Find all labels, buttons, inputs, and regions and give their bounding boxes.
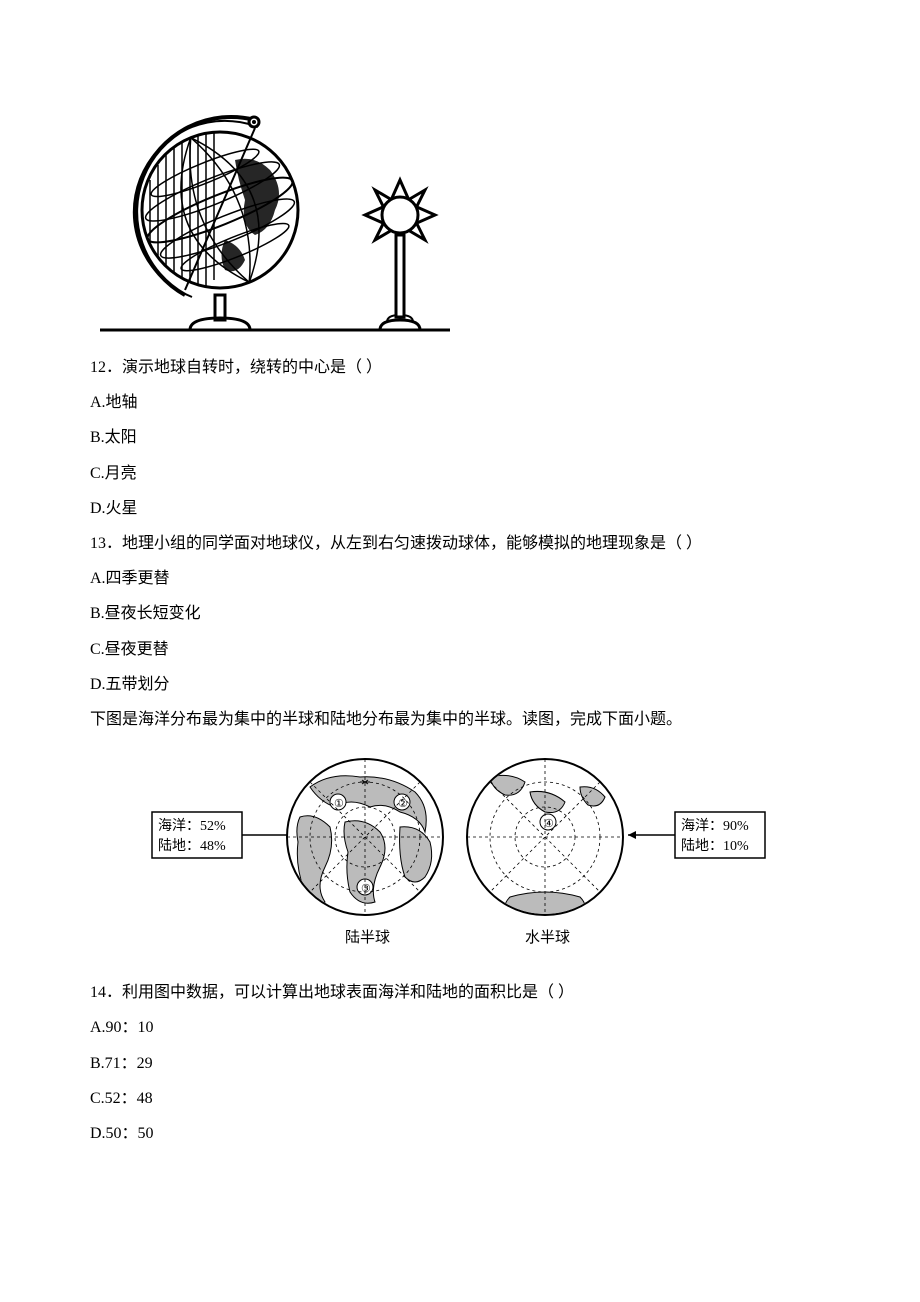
figure-hemispheres: 海洋：52% 陆地：48% ① ② ③ <box>90 747 830 965</box>
q14-text: 14．利用图中数据，可以计算出地球表面海洋和陆地的面积比是（ ） <box>90 975 830 1010</box>
left-box-line1: 海洋：52% <box>158 818 226 834</box>
right-box-line1: 海洋：90% <box>681 818 749 834</box>
right-box-line2: 陆地：10% <box>681 838 749 854</box>
q13-option-d: D.五带划分 <box>90 667 830 702</box>
q12-option-a: A.地轴 <box>90 385 830 420</box>
figure-globe-sun <box>90 100 830 340</box>
q14-option-a: A.90：10 <box>90 1010 830 1045</box>
q13-option-a: A.四季更替 <box>90 561 830 596</box>
q14-option-b: B.71：29 <box>90 1046 830 1081</box>
left-box-line2: 陆地：48% <box>158 838 226 854</box>
q12-option-d: D.火星 <box>90 491 830 526</box>
q14-option-d: D.50：50 <box>90 1116 830 1151</box>
hemispheres-svg: 海洋：52% 陆地：48% ① ② ③ <box>150 747 770 952</box>
q14-option-c: C.52：48 <box>90 1081 830 1116</box>
svg-text:①: ① <box>334 798 344 810</box>
q13-text: 13．地理小组的同学面对地球仪，从左到右匀速拨动球体，能够模拟的地理现象是（ ） <box>90 526 830 561</box>
svg-text:④: ④ <box>544 818 554 830</box>
intro-hemispheres: 下图是海洋分布最为集中的半球和陆地分布最为集中的半球。读图，完成下面小题。 <box>90 702 830 737</box>
right-hemisphere-label: 水半球 <box>525 929 570 946</box>
left-hemisphere-label: 陆半球 <box>345 929 390 946</box>
q12-option-c: C.月亮 <box>90 456 830 491</box>
q12-text: 12．演示地球自转时，绕转的中心是（ ） <box>90 350 830 385</box>
q13-option-c: C.昼夜更替 <box>90 632 830 667</box>
q13-option-b: B.昼夜长短变化 <box>90 596 830 631</box>
q12-option-b: B.太阳 <box>90 420 830 455</box>
svg-text:②: ② <box>398 798 408 810</box>
globe-sun-svg <box>90 100 460 340</box>
svg-text:③: ③ <box>361 883 371 895</box>
